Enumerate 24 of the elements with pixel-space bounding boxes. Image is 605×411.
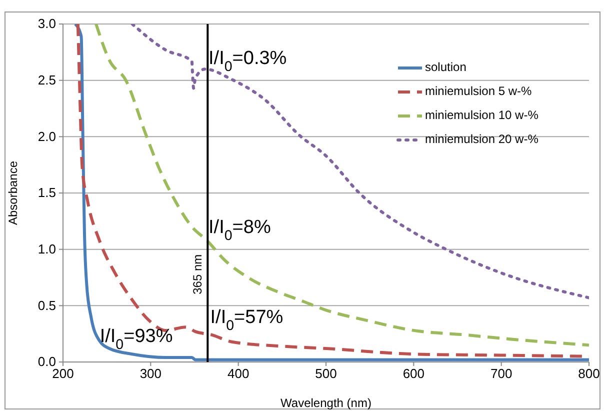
x-tick-label: 500: [315, 366, 337, 382]
x-tick-label: 600: [402, 366, 425, 382]
annotation: I/I$_{0}$=93%: [100, 326, 173, 353]
x-tick-label: 400: [227, 366, 250, 382]
x-tick-label: 800: [578, 366, 600, 382]
annotation: I/I$_{0}$=57%: [210, 307, 284, 334]
y-tick-label: 3.0: [38, 16, 56, 32]
annotation: I/I$_{0}$=8%: [208, 216, 271, 244]
line-series: [130, 24, 589, 300]
y-axis-title: Absorbance: [6, 160, 20, 226]
legend-label: solution: [425, 60, 466, 74]
y-tick-label: 1.5: [38, 185, 56, 200]
legend-label: miniemulsion 20 w-%: [425, 132, 539, 146]
y-tick-label: 2.0: [38, 128, 56, 144]
y-tick-label: 2.5: [38, 72, 56, 88]
legend-label: miniemulsion 10 w-%: [425, 108, 539, 122]
ref-line-label: 365 nm: [190, 254, 205, 294]
annotation: I/I$_{0}$=0.3%: [208, 48, 287, 75]
legend-label: miniemulsion 5 w-%: [425, 84, 532, 98]
x-tick-label: 300: [140, 366, 162, 382]
x-axis-title: Wavelength (nm): [280, 396, 372, 410]
y-tick-label: 0.5: [38, 298, 56, 313]
x-tick-label: 700: [490, 366, 512, 382]
y-tick-label: 1.0: [38, 241, 56, 256]
